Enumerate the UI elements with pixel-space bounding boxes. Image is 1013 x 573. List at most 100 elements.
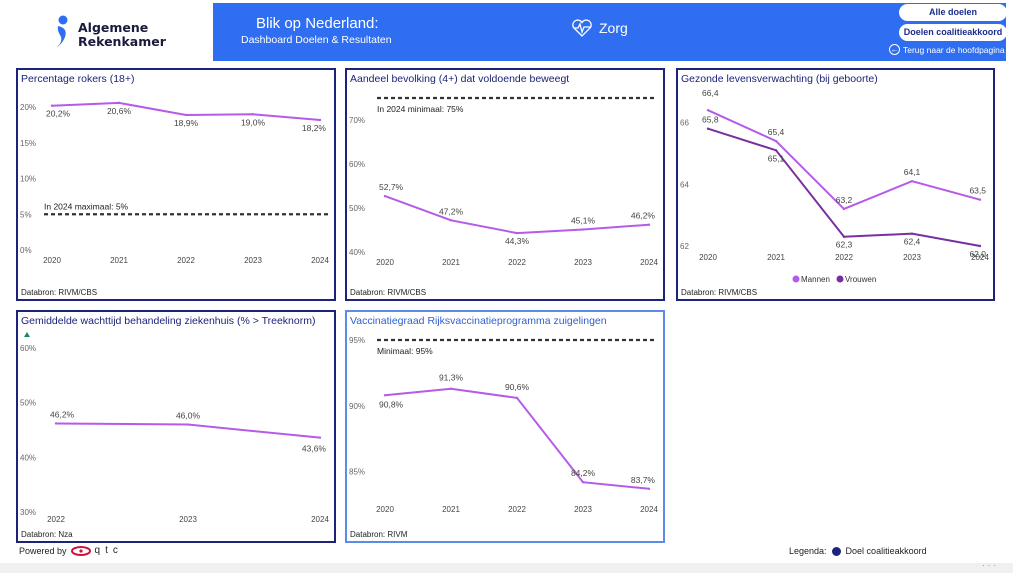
data-point (318, 118, 322, 122)
data-point (706, 127, 710, 130)
data-label: 65,1 (768, 153, 785, 163)
data-point (647, 487, 651, 490)
data-point (581, 228, 585, 231)
y-tick-label: 30% (20, 508, 36, 517)
x-tick-label: 2023 (574, 258, 592, 267)
series-line (707, 127, 981, 247)
x-tick-label: 2024 (311, 256, 329, 265)
x-tick-label: 2023 (179, 515, 197, 524)
data-label: 90,6% (505, 382, 530, 392)
data-label: 91,3% (439, 373, 464, 383)
page-title: Blik op Nederland: (256, 15, 379, 32)
logo-text: Algemene Rekenkamer (78, 21, 166, 49)
x-tick-label: 2022 (177, 256, 195, 265)
header: Algemene Rekenkamer Blik op Nederland: D… (8, 3, 1007, 61)
data-point (978, 198, 982, 201)
data-label: 66,4 (702, 90, 719, 98)
legend-label: Legenda: (789, 546, 827, 556)
back-link[interactable]: ← Terug naar de hoofdpagina (889, 44, 1005, 55)
data-label: 44,3% (505, 236, 530, 246)
y-tick-label: 10% (20, 175, 36, 184)
coalition-goals-button[interactable]: Doelen coalitieakkoord (899, 24, 1007, 41)
trend-up-icon (24, 332, 30, 337)
data-label: 46,0% (176, 411, 201, 421)
y-tick-label: 85% (349, 468, 365, 477)
logo-mark-icon (56, 15, 68, 48)
data-source: Databron: RIVM/CBS (681, 288, 758, 297)
y-tick-label: 64 (680, 180, 689, 189)
data-label: 46,2% (631, 211, 656, 221)
card-life-expectancy[interactable]: Gezonde levensverwachting (bij geboorte)… (676, 68, 995, 301)
x-tick-label: 2023 (244, 256, 262, 265)
status-bar (0, 563, 1013, 573)
data-label: 64,1 (904, 167, 921, 177)
data-label: 65,4 (768, 127, 785, 137)
y-tick-label: 40% (20, 453, 36, 462)
card-vaccination[interactable]: Vaccinatiegraad Rijksvaccinatieprogramma… (345, 310, 665, 543)
data-point (706, 108, 710, 112)
x-tick-label: 2022 (835, 253, 853, 262)
data-point (978, 244, 982, 248)
chart-exercise: 40% 50% 60% 70% 2020 2021 2022 2023 2024 In 2024 … (349, 96, 658, 267)
data-source: Databron: RIVM/CBS (21, 288, 98, 297)
back-label: Terug naar de hoofdpagina (903, 44, 1005, 55)
card-smokers[interactable]: Percentage rokers (18+) 0% 5% 10% 15% 20% 202… (16, 68, 336, 301)
data-label: 63,2 (836, 195, 853, 205)
y-tick-label: 70% (349, 116, 365, 125)
data-point (515, 231, 519, 235)
page-subtitle: Dashboard Doelen & Resultaten (241, 34, 392, 46)
data-label: 63,5 (969, 186, 986, 196)
x-tick-label: 2024 (311, 515, 329, 524)
card-title: Percentage rokers (18+) (21, 73, 135, 85)
data-source: Databron: RIVM (350, 530, 408, 539)
target-label: In 2024 minimaal: 75% (377, 104, 464, 114)
all-goals-button[interactable]: Alle doelen (899, 4, 1007, 21)
legend-item: Doel coalitieakkoord (845, 546, 927, 556)
y-tick-label: 5% (20, 210, 32, 219)
card-waiting-time[interactable]: Gemiddelde wachttijd behandeling ziekenh… (16, 310, 336, 543)
data-point (251, 113, 255, 116)
y-tick-label: 66 (680, 119, 689, 128)
legend-dot (831, 546, 841, 556)
data-point (910, 232, 914, 235)
data-label: 62,3 (836, 240, 853, 250)
data-label: 47,2% (439, 206, 464, 216)
data-label: 62,4 (904, 237, 921, 247)
data-point (581, 481, 585, 484)
y-tick-label: 20% (20, 103, 36, 112)
data-label: 83,7% (631, 475, 656, 485)
x-tick-label: 2022 (508, 505, 526, 514)
data-label: 65,8 (702, 115, 719, 125)
x-tick-label: 2023 (574, 505, 592, 514)
data-point (449, 219, 453, 222)
x-tick-label: 2020 (43, 256, 61, 265)
data-point (383, 394, 387, 397)
arrow-left-icon: ← (889, 44, 900, 55)
chart-life-expectancy: 62 64 66 2020 2021 2022 2023 2024 Mannen Vrouwen 6… (680, 90, 989, 284)
x-tick-label: 2021 (110, 256, 128, 265)
data-source: Databron: Nza (21, 530, 73, 539)
chart-smokers: 0% 5% 10% 15% 20% 2020 2021 2022 2023 2024 In 2024… (20, 101, 329, 265)
logo: Algemene Rekenkamer (8, 3, 213, 61)
data-point (515, 396, 519, 400)
y-tick-label: 62 (680, 242, 689, 251)
data-point (449, 387, 453, 390)
x-tick-label: 2022 (47, 515, 65, 524)
x-tick-label: 2020 (376, 258, 394, 267)
x-tick-label: 2024 (640, 505, 658, 514)
data-point (910, 179, 914, 183)
card-title: Gezonde levensverwachting (bij geboorte) (681, 73, 878, 85)
header-bar: Blik op Nederland: Dashboard Doelen & Re… (213, 3, 1007, 61)
logo-line1: Algemene (78, 20, 149, 35)
target-label: In 2024 maximaal: 5% (44, 201, 129, 211)
data-point (54, 422, 58, 425)
legend: Legenda: Doel coalitieakkoord (789, 546, 927, 556)
more-dots-icon[interactable]: ··· (982, 561, 999, 570)
card-exercise[interactable]: Aandeel bevolking (4+) dat voldoende bew… (345, 68, 665, 301)
legend-label: Mannen (801, 275, 830, 284)
target-label: Minimaal: 95% (377, 346, 433, 356)
data-label: 84,2% (571, 468, 596, 478)
data-label: 52,7% (379, 182, 404, 192)
x-tick-label: 2020 (699, 253, 717, 262)
data-point (186, 423, 190, 426)
